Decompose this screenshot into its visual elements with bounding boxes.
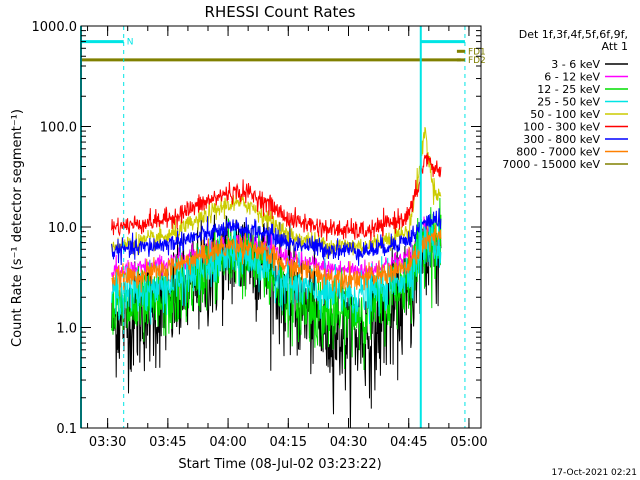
x-tick-label: 04:00 xyxy=(209,435,246,450)
x-tick-label: 05:00 xyxy=(450,435,487,450)
x-axis-label: Start Time (08-Jul-02 03:23:22) xyxy=(178,457,381,472)
series-layer xyxy=(81,58,461,428)
y-tick-label: 10.0 xyxy=(48,221,77,236)
legend-header: Det 1f,3f,4f,5f,6f,9f, xyxy=(519,28,628,41)
series-line-8 xyxy=(111,225,442,297)
x-tick-label: 04:45 xyxy=(390,435,427,450)
y-tick-label: 1.0 xyxy=(56,322,77,337)
x-tick-label: 03:30 xyxy=(89,435,126,450)
legend-label: 50 - 100 keV xyxy=(530,108,600,121)
legend-label: 3 - 6 keV xyxy=(551,58,600,71)
series-line-5 xyxy=(111,127,442,259)
y-tick-label: 100.0 xyxy=(40,121,77,136)
legend-label: 300 - 800 keV xyxy=(523,133,600,146)
series-line-4 xyxy=(111,221,442,325)
y-axis-label: Count Rate (s⁻¹ detector segment⁻¹) xyxy=(10,109,25,347)
footer-timestamp: 17-Oct-2021 02:21 xyxy=(552,468,637,478)
legend-label: 25 - 50 keV xyxy=(537,96,600,109)
legend-label: 7000 - 15000 keV xyxy=(502,158,600,171)
legend-label: 12 - 25 keV xyxy=(537,83,600,96)
x-tick-label: 04:30 xyxy=(330,435,367,450)
x-tick-label: 03:45 xyxy=(149,435,186,450)
annotation-label-3: FD2 xyxy=(468,56,486,66)
annotation-label-2: FD1 xyxy=(468,47,486,57)
x-tick-label: 04:15 xyxy=(270,435,307,450)
legend-label: 800 - 7000 keV xyxy=(516,146,600,159)
chart-title: RHESSI Count Rates xyxy=(205,3,356,21)
legend-label: 100 - 300 keV xyxy=(523,121,600,134)
legend-header: Att 1 xyxy=(602,40,628,53)
annotation-label-1: N xyxy=(127,38,134,48)
series-line-6 xyxy=(111,153,442,243)
series-line-7 xyxy=(111,208,442,266)
legend-label: 6 - 12 keV xyxy=(544,71,600,84)
y-tick-label: 1000.0 xyxy=(32,20,78,35)
y-tick-label: 0.1 xyxy=(56,422,77,437)
axis-layer: 0.1 1.0 10.0 100.0 1000.0 03:30 03:45 04:00 04:1… xyxy=(32,20,488,450)
